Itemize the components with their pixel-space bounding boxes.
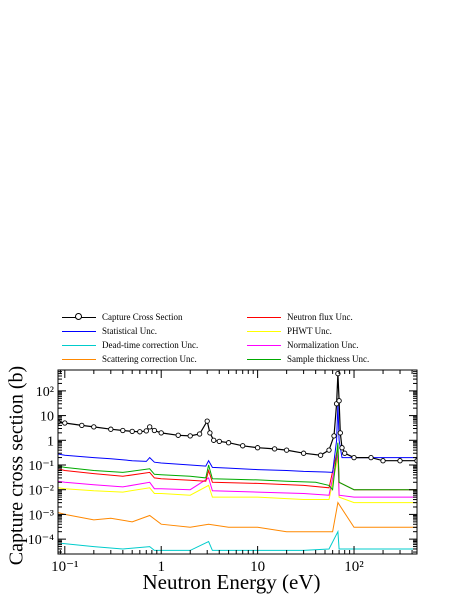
data-point-0-1 bbox=[62, 420, 68, 426]
x-tick-label-3: 10² bbox=[344, 559, 364, 575]
legend-label-flux: Neutron flux Unc. bbox=[287, 312, 353, 322]
x-axis-label: Neutron Energy (eV) bbox=[142, 570, 321, 594]
data-point-0-8 bbox=[143, 428, 149, 434]
data-point-0-15 bbox=[204, 418, 210, 424]
data-point-0-18 bbox=[216, 438, 222, 445]
series-line-1 bbox=[58, 403, 417, 473]
legend-swatch-scattering bbox=[62, 359, 96, 360]
legend-label-thickness: Sample thickness Unc. bbox=[287, 354, 370, 364]
series-line-3 bbox=[58, 501, 417, 533]
data-point-0-11 bbox=[158, 430, 164, 436]
data-point-0-16 bbox=[207, 430, 213, 436]
data-point-0-17 bbox=[211, 437, 217, 443]
data-point-0-33 bbox=[342, 450, 348, 456]
data-point-0-37 bbox=[397, 458, 403, 464]
legend-label-capture: Capture Cross Section bbox=[102, 312, 183, 322]
data-point-0-23 bbox=[283, 447, 290, 453]
data-point-0-24 bbox=[300, 450, 307, 456]
data-point-0-21 bbox=[254, 445, 261, 451]
y-tick-label-1: 10⁻³ bbox=[28, 508, 54, 523]
data-point-0-4 bbox=[108, 426, 114, 432]
legend-marker-circle-icon bbox=[75, 313, 82, 320]
y-tick-label-6: 10² bbox=[36, 385, 54, 400]
y-tick-label-5: 10 bbox=[40, 410, 54, 425]
legend-swatch-statistical bbox=[62, 331, 96, 332]
y-tick-label-3: 10⁻¹ bbox=[28, 459, 54, 474]
series-line-7 bbox=[58, 442, 417, 491]
x-tick-label-1: 1 bbox=[157, 559, 165, 575]
legend-swatch-flux bbox=[247, 317, 281, 318]
data-point-0-36 bbox=[380, 458, 386, 464]
data-point-0-26 bbox=[326, 447, 332, 453]
series-line-0 bbox=[58, 373, 417, 462]
legend-swatch-phwt bbox=[247, 331, 281, 332]
x-tick-label-0: 10⁻¹ bbox=[51, 559, 78, 575]
data-point-0-14 bbox=[196, 431, 203, 437]
data-point-0-27 bbox=[331, 433, 337, 439]
x-tick-label-2: 10 bbox=[250, 559, 265, 575]
data-point-0-10 bbox=[151, 427, 158, 434]
data-point-0-30 bbox=[336, 398, 342, 404]
legend: Capture Cross Section Statistical Unc. D… bbox=[0, 309, 463, 367]
data-point-0-34 bbox=[351, 454, 357, 461]
data-point-0-13 bbox=[187, 433, 193, 439]
data-point-0-7 bbox=[137, 429, 143, 435]
legend-swatch-deadtime bbox=[62, 345, 96, 346]
legend-swatch-normalization bbox=[247, 345, 281, 346]
plot-frame bbox=[57, 369, 418, 555]
data-point-0-22 bbox=[271, 446, 278, 452]
data-point-0-9 bbox=[147, 424, 153, 430]
data-point-0-31 bbox=[337, 430, 343, 436]
data-point-0-3 bbox=[91, 424, 97, 430]
data-point-0-20 bbox=[240, 443, 246, 449]
data-point-0-19 bbox=[225, 440, 232, 446]
data-point-0-2 bbox=[79, 422, 85, 429]
series-line-2 bbox=[58, 529, 417, 551]
y-tick-label-4: 1 bbox=[47, 434, 54, 449]
y-tick-label-2: 10⁻² bbox=[28, 484, 54, 499]
legend-label-scattering: Scattering correction Unc. bbox=[102, 354, 197, 364]
data-point-0-5 bbox=[120, 427, 126, 434]
legend-label-phwt: PHWT Unc. bbox=[287, 326, 332, 336]
legend-swatch-thickness bbox=[247, 359, 281, 360]
y-tick-label-0: 10⁻⁴ bbox=[28, 533, 54, 548]
data-point-0-35 bbox=[368, 454, 374, 461]
y-axis-label: Capture cross section (b) bbox=[5, 365, 28, 566]
data-point-0-32 bbox=[339, 445, 345, 451]
series-line-5 bbox=[58, 457, 417, 504]
legend-label-normalization: Normalization Unc. bbox=[287, 340, 359, 350]
legend-label-statistical: Statistical Unc. bbox=[102, 326, 157, 336]
data-point-0-25 bbox=[317, 452, 324, 458]
data-point-0-12 bbox=[175, 432, 181, 438]
legend-label-deadtime: Dead-time correction Unc. bbox=[102, 340, 199, 350]
data-point-0-6 bbox=[129, 428, 135, 435]
